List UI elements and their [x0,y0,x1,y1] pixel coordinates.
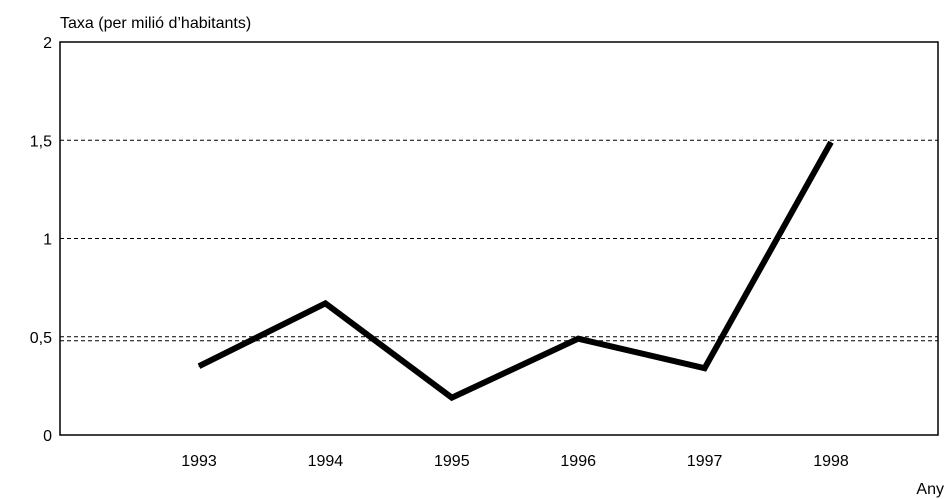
x-axis-ticks: 1993 1994 1995 1996 1997 1998 [181,453,849,470]
series-line [197,140,834,402]
data-point [198,365,200,367]
y-tick-label: 2 [43,35,52,52]
y-axis-title: Taxa (per milió d’habitants) [60,15,251,32]
x-tick-label: 1998 [813,453,849,470]
y-axis-ticks: 0 0,5 1 1,5 2 [30,35,52,445]
x-tick-label: 1993 [181,453,217,470]
data-point [704,367,706,369]
x-tick-label: 1997 [687,453,723,470]
y-tick-label: 0,5 [30,330,52,347]
plot-frame [59,41,939,436]
y-tick-label: 1 [43,232,52,249]
x-tick-label: 1994 [308,453,344,470]
gridlines [60,139,938,342]
data-point [830,141,832,143]
x-tick-label: 1996 [560,453,596,470]
series-group [197,140,834,402]
data-point [451,397,453,399]
data-point [577,338,579,340]
data-point [324,302,326,304]
y-tick-label: 0 [43,428,52,445]
x-axis-title: Any [916,481,944,498]
y-tick-label: 1,5 [30,133,52,150]
x-tick-label: 1995 [434,453,470,470]
